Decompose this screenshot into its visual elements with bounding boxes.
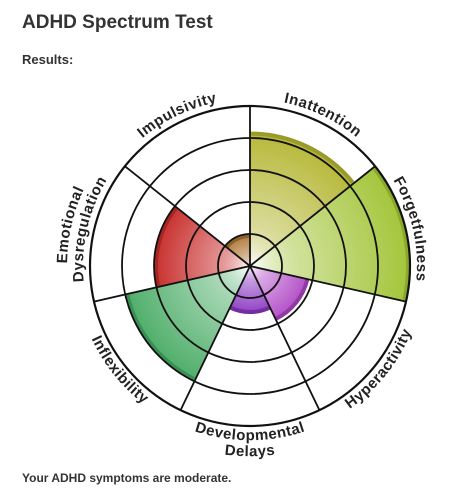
grid-spoke: [93, 265, 251, 303]
category-label-inflexibility: Inflexibility: [88, 333, 152, 408]
grid-layer: [88, 104, 412, 428]
grid-spoke: [124, 165, 251, 267]
category-label-impulsivity: Impulsivity: [134, 89, 218, 141]
sector-developmental-delays: [229, 266, 271, 315]
sector-rim-forgetfulness: [372, 167, 410, 300]
category-label-text: Delays: [224, 442, 276, 461]
sector-rim-emotional-dysregulation: [154, 206, 178, 287]
sector-rim-developmental-delays: [229, 305, 271, 314]
sector-rim-hyperactivity: [275, 279, 310, 321]
category-label-text: Developmental: [193, 419, 307, 445]
category-label-text: Inattention: [283, 90, 365, 141]
category-label-hyperactivity: Hyperactivity: [342, 326, 415, 412]
grid-spoke: [249, 165, 376, 267]
page-title: ADHD Spectrum Test: [22, 12, 213, 33]
grid-spoke: [179, 265, 251, 411]
sector-forgetfulness: [250, 166, 411, 302]
sector-rim-inflexibility: [125, 294, 196, 381]
category-label-text: Hyperactivity: [342, 326, 415, 412]
results-label: Results:: [22, 52, 74, 67]
sector-rim-inattention: [251, 131, 355, 184]
sector-emotional-dysregulation: [154, 206, 250, 288]
sector-layer: [125, 131, 411, 382]
category-label-text: Inflexibility: [88, 333, 152, 408]
grid-spoke: [249, 265, 407, 303]
category-label-text: Impulsivity: [134, 89, 218, 141]
category-label-inattention: Inattention: [283, 90, 365, 141]
grid-spoke: [249, 265, 321, 411]
sector-rim-impulsivity: [225, 234, 250, 249]
summary-text: Your ADHD symptoms are moderate.: [22, 471, 232, 485]
